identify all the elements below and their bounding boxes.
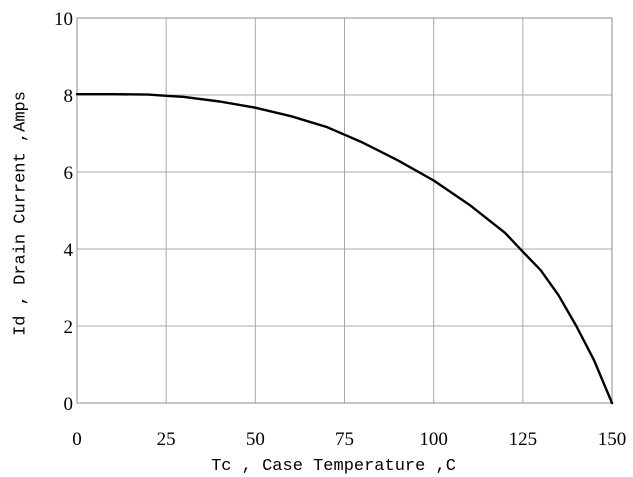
y-axis-label: Id , Drain Current ,Amps (11, 91, 30, 336)
y-tick-label: 8 (64, 86, 74, 107)
x-tick-label: 150 (598, 429, 627, 450)
x-tick-label: 50 (246, 429, 265, 450)
x-tick-labels: 0 25 50 75 100 125 150 (72, 429, 626, 450)
x-tick-label: 25 (157, 429, 176, 450)
x-tick-label: 75 (335, 429, 354, 450)
y-tick-label: 0 (64, 394, 74, 415)
y-tick-label: 2 (64, 317, 74, 338)
series-line (75, 93, 614, 405)
x-tick-label: 0 (72, 429, 82, 450)
y-tick-label: 10 (54, 9, 73, 30)
y-tick-label: 4 (64, 240, 74, 261)
x-tick-label: 125 (509, 429, 538, 450)
plot-frame (76, 17, 613, 404)
x-axis-label: Tc , Case Temperature ,C (211, 457, 456, 476)
y-tick-labels: 0 2 4 6 8 10 (54, 9, 74, 415)
gridlines (76, 17, 613, 404)
x-tick-label: 100 (419, 429, 448, 450)
y-tick-label: 6 (64, 163, 74, 184)
